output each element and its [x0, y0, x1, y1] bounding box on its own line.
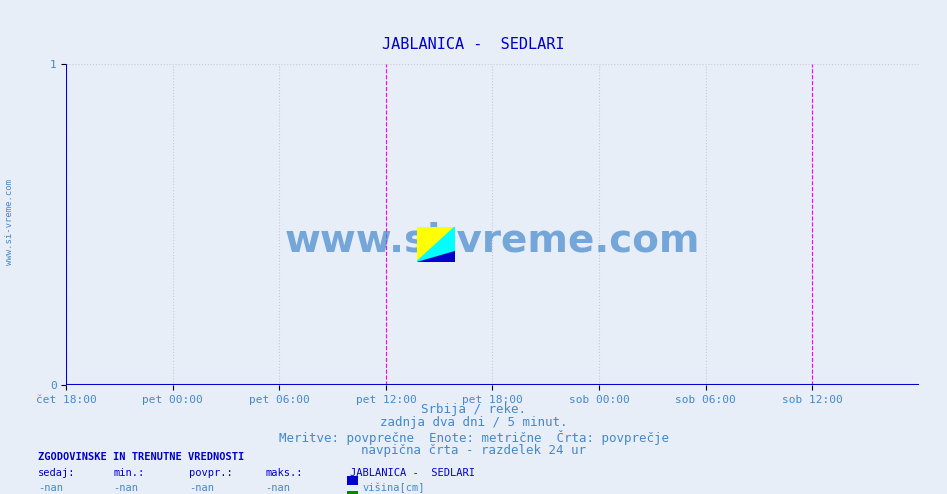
Text: zadnja dva dni / 5 minut.: zadnja dva dni / 5 minut. [380, 416, 567, 429]
Text: sedaj:: sedaj: [38, 468, 76, 478]
Text: -nan: -nan [265, 483, 290, 493]
Text: JABLANICA -  SEDLARI: JABLANICA - SEDLARI [350, 468, 475, 478]
Text: www.si-vreme.com: www.si-vreme.com [5, 179, 14, 265]
Text: povpr.:: povpr.: [189, 468, 233, 478]
Text: -nan: -nan [189, 483, 214, 493]
Text: -nan: -nan [38, 483, 63, 493]
Text: www.si-vreme.com: www.si-vreme.com [285, 222, 700, 260]
Text: ZGODOVINSKE IN TRENUTNE VREDNOSTI: ZGODOVINSKE IN TRENUTNE VREDNOSTI [38, 452, 244, 462]
Text: Meritve: povprečne  Enote: metrične  Črta: povprečje: Meritve: povprečne Enote: metrične Črta:… [278, 430, 669, 445]
Polygon shape [417, 227, 455, 262]
Text: JABLANICA -  SEDLARI: JABLANICA - SEDLARI [383, 37, 564, 52]
Polygon shape [417, 251, 455, 262]
Polygon shape [417, 227, 455, 262]
Text: min.:: min.: [114, 468, 145, 478]
Text: višina[cm]: višina[cm] [363, 483, 425, 493]
Text: navpična črta - razdelek 24 ur: navpična črta - razdelek 24 ur [361, 444, 586, 457]
Text: maks.:: maks.: [265, 468, 303, 478]
Text: -nan: -nan [114, 483, 138, 493]
Text: Srbija / reke.: Srbija / reke. [421, 403, 526, 415]
